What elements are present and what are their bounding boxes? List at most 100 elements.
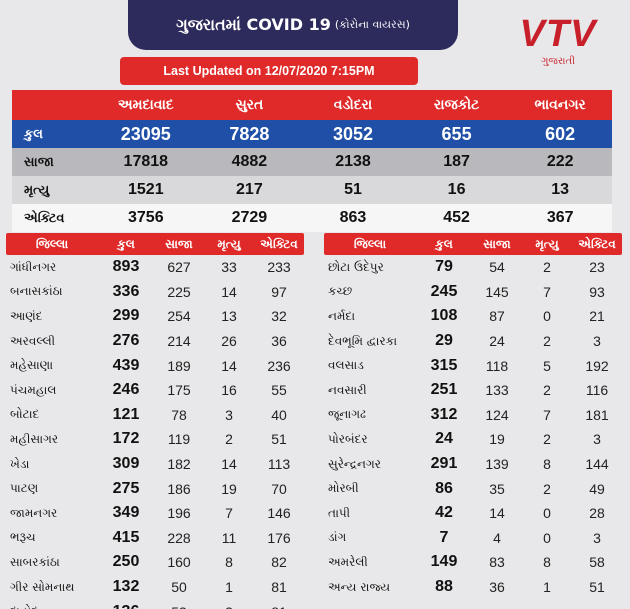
district-recovered: 133 — [485, 382, 509, 399]
table-row: મોરબી 86 35 2 49 — [324, 476, 622, 501]
district-total: 275 — [112, 479, 140, 497]
district-active: 51 — [271, 431, 287, 448]
title-banner: ગુજરાતમાં COVID 19 (કોરોના વાયરસ) — [128, 0, 458, 50]
district-recovered: 175 — [167, 382, 191, 399]
summary-cell: 2138 — [335, 153, 371, 170]
header-total: કુલ — [117, 236, 135, 251]
table-row: આણંદ 299 254 13 32 — [6, 304, 304, 329]
summary-cell: 217 — [236, 181, 263, 198]
district-name: બનાસકાંઠા — [10, 284, 63, 299]
district-name: વલસાડ — [328, 358, 364, 373]
summary-cell: 863 — [339, 209, 367, 226]
district-total: 86 — [435, 479, 453, 497]
district-name: ડાંગ — [328, 530, 347, 545]
summary-cell: 7828 — [229, 123, 270, 144]
district-name: દાહોદ — [6, 604, 98, 609]
district-table-right: જિલ્લા કુલ સાજા મૃત્યુ એક્ટિવ છોટા ઉદેપુ… — [324, 233, 622, 599]
header-recovered: સાજા — [165, 236, 193, 251]
table-row: દાહોદ13653281 — [6, 599, 304, 609]
summary-row-deaths: મૃત્યુ 1521 217 51 16 13 — [12, 176, 612, 204]
district-total: 276 — [112, 332, 140, 350]
vtv-logo: VTV ગુજરાતી — [508, 14, 608, 74]
district-rows: ગાંધીનગર 893 627 33 233 બનાસકાંઠા 336 225 14 97 આણ… — [6, 255, 304, 609]
district-name: જૂનાગઢ — [328, 407, 366, 422]
district-total: 136 — [98, 603, 154, 609]
district-active: 146 — [267, 505, 291, 522]
table-row: બોટાદ 121 78 3 40 — [6, 403, 304, 428]
district-name: ભરૂચ — [10, 530, 36, 545]
district-recovered: 119 — [167, 431, 191, 448]
district-total: 312 — [430, 405, 458, 423]
district-name: અરવલ્લી — [10, 333, 56, 348]
district-name: અન્ય રાજ્ય — [328, 579, 391, 594]
district-active: 70 — [271, 480, 287, 497]
district-deaths: 16 — [221, 382, 237, 399]
district-active: 36 — [271, 333, 287, 350]
district-total: 336 — [112, 282, 140, 300]
district-total: 42 — [435, 504, 453, 522]
district-active: 116 — [585, 382, 609, 399]
table-row: નવસારી 251 133 2 116 — [324, 378, 622, 403]
logo-brand: VTV — [519, 13, 597, 55]
summary-cell: 17818 — [123, 153, 169, 170]
table-row: વલસાડ 315 118 5 192 — [324, 353, 622, 378]
district-recovered: 160 — [167, 554, 191, 571]
district-deaths: 13 — [221, 308, 237, 325]
district-recovered: 83 — [489, 554, 505, 571]
summary-row-label: કુલ — [24, 126, 44, 142]
district-active: 21 — [589, 308, 605, 325]
district-deaths: 14 — [221, 456, 237, 473]
district-name: બોટાદ — [10, 407, 40, 422]
district-recovered: 627 — [167, 259, 191, 276]
district-name: જામનગર — [10, 505, 58, 520]
district-name: પંચમહાલ — [10, 382, 57, 397]
district-active: 144 — [585, 456, 609, 473]
district-name: સુરેન્દ્રનગર — [328, 456, 381, 471]
district-recovered: 214 — [167, 333, 191, 350]
district-recovered: 189 — [167, 357, 191, 374]
summary-cell: 367 — [546, 209, 574, 226]
district-deaths: 2 — [543, 431, 551, 448]
table-row: અરવલ્લી 276 214 26 36 — [6, 329, 304, 354]
summary-row-total: કુલ 23095 7828 3052 655 602 — [12, 120, 612, 148]
summary-cell: 222 — [546, 153, 574, 170]
district-recovered: 228 — [167, 529, 191, 546]
district-deaths: 8 — [543, 456, 551, 473]
header-deaths: મૃત્યુ — [217, 236, 241, 251]
summary-cell: 3756 — [128, 209, 164, 226]
district-recovered: 118 — [485, 357, 509, 374]
table-row: અન્ય રાજ્ય 88 36 1 51 — [324, 575, 622, 600]
district-deaths: 2 — [543, 382, 551, 399]
district-deaths: 2 — [543, 480, 551, 497]
district-deaths: 2 — [543, 333, 551, 350]
district-deaths: 14 — [221, 357, 237, 374]
district-recovered: 124 — [485, 406, 509, 423]
district-name: ગીર સોમનાથ — [10, 579, 75, 594]
district-total: 299 — [112, 307, 140, 325]
district-active: 23 — [589, 259, 605, 276]
district-total: 309 — [112, 455, 140, 473]
header-total: કુલ — [435, 236, 453, 251]
district-total: 415 — [112, 528, 140, 546]
district-recovered: 196 — [167, 505, 191, 522]
district-total: 7 — [439, 528, 449, 546]
district-name: દેવભૂમિ દ્વારકા — [328, 333, 398, 348]
summary-city-header: ભાવનગર — [534, 97, 586, 113]
district-recovered: 182 — [167, 456, 191, 473]
district-recovered: 186 — [167, 480, 191, 497]
district-name: સાબરકાંઠા — [10, 554, 60, 569]
district-active: 49 — [589, 480, 605, 497]
district-total: 88 — [435, 578, 453, 596]
district-name: પાટણ — [10, 481, 39, 496]
district-total: 251 — [430, 381, 458, 399]
header-recovered: સાજા — [483, 236, 511, 251]
district-active: 192 — [585, 357, 609, 374]
district-deaths: 5 — [543, 357, 551, 374]
district-recovered: 35 — [489, 480, 505, 497]
page-title: ગુજરાતમાં COVID 19 — [176, 15, 331, 34]
district-deaths: 7 — [225, 505, 233, 522]
summary-city-header: વડોદરા — [333, 97, 373, 113]
district-active: 40 — [271, 406, 287, 423]
district-total: 24 — [435, 430, 453, 448]
table-row: પંચમહાલ 246 175 16 55 — [6, 378, 304, 403]
